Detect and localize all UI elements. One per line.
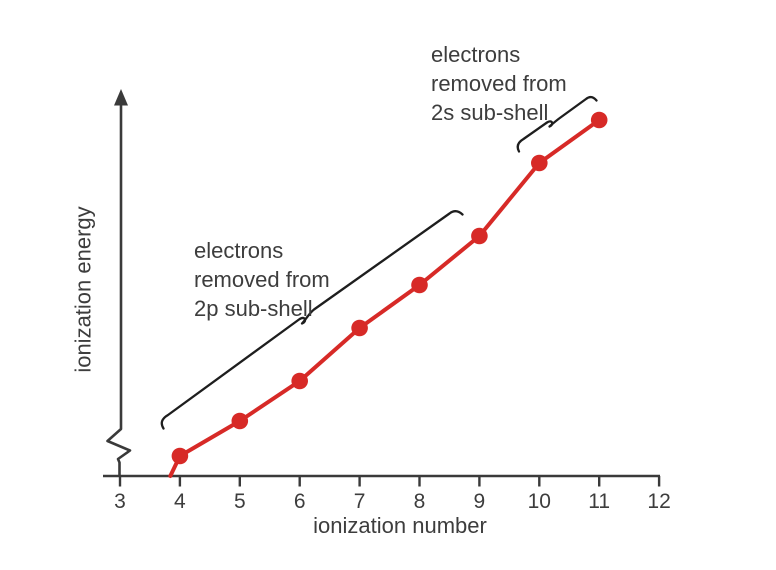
annotation-line: removed from [431,71,567,96]
x-tick-label: 7 [354,490,366,513]
x-tick-label: 11 [588,490,610,513]
x-axis-tick-labels: 3 4 5 6 7 8 9 10 11 12 [114,490,671,513]
annotation-line: electrons [431,42,521,67]
data-point [411,276,428,294]
y-axis-title: ionization energy [70,206,96,373]
annotation-line: 2s sub-shell [431,100,549,125]
brace-2p-subshell [160,210,464,430]
annotation-line: electrons [194,238,284,263]
data-point [171,447,189,465]
data-point [291,372,309,390]
data-points [171,111,608,465]
annotation-2s-subshell: electrons removed from 2s sub-shell [431,40,567,127]
annotation-2p-subshell: electrons removed from 2p sub-shell [194,236,330,323]
x-tick-label: 10 [528,490,551,513]
x-tick-label: 9 [474,490,486,513]
data-point [590,111,608,129]
x-tick-label: 4 [174,490,186,513]
data-point [351,319,368,337]
x-axis-ticks [118,476,661,487]
y-axis-arrowhead-icon [114,89,128,106]
data-point [531,154,548,172]
x-tick-label: 6 [294,490,306,513]
x-tick-label: 8 [414,490,426,513]
data-point [231,412,249,430]
x-tick-label: 12 [647,490,670,513]
data-point [471,227,488,245]
brace-2s-subshell [516,95,598,153]
y-axis-line-with-break [106,103,132,476]
annotation-line: 2p sub-shell [194,296,313,321]
annotation-line: removed from [194,267,330,292]
x-tick-label: 5 [234,490,246,513]
x-tick-label: 3 [114,490,126,513]
x-axis-title: ionization number [313,513,487,538]
